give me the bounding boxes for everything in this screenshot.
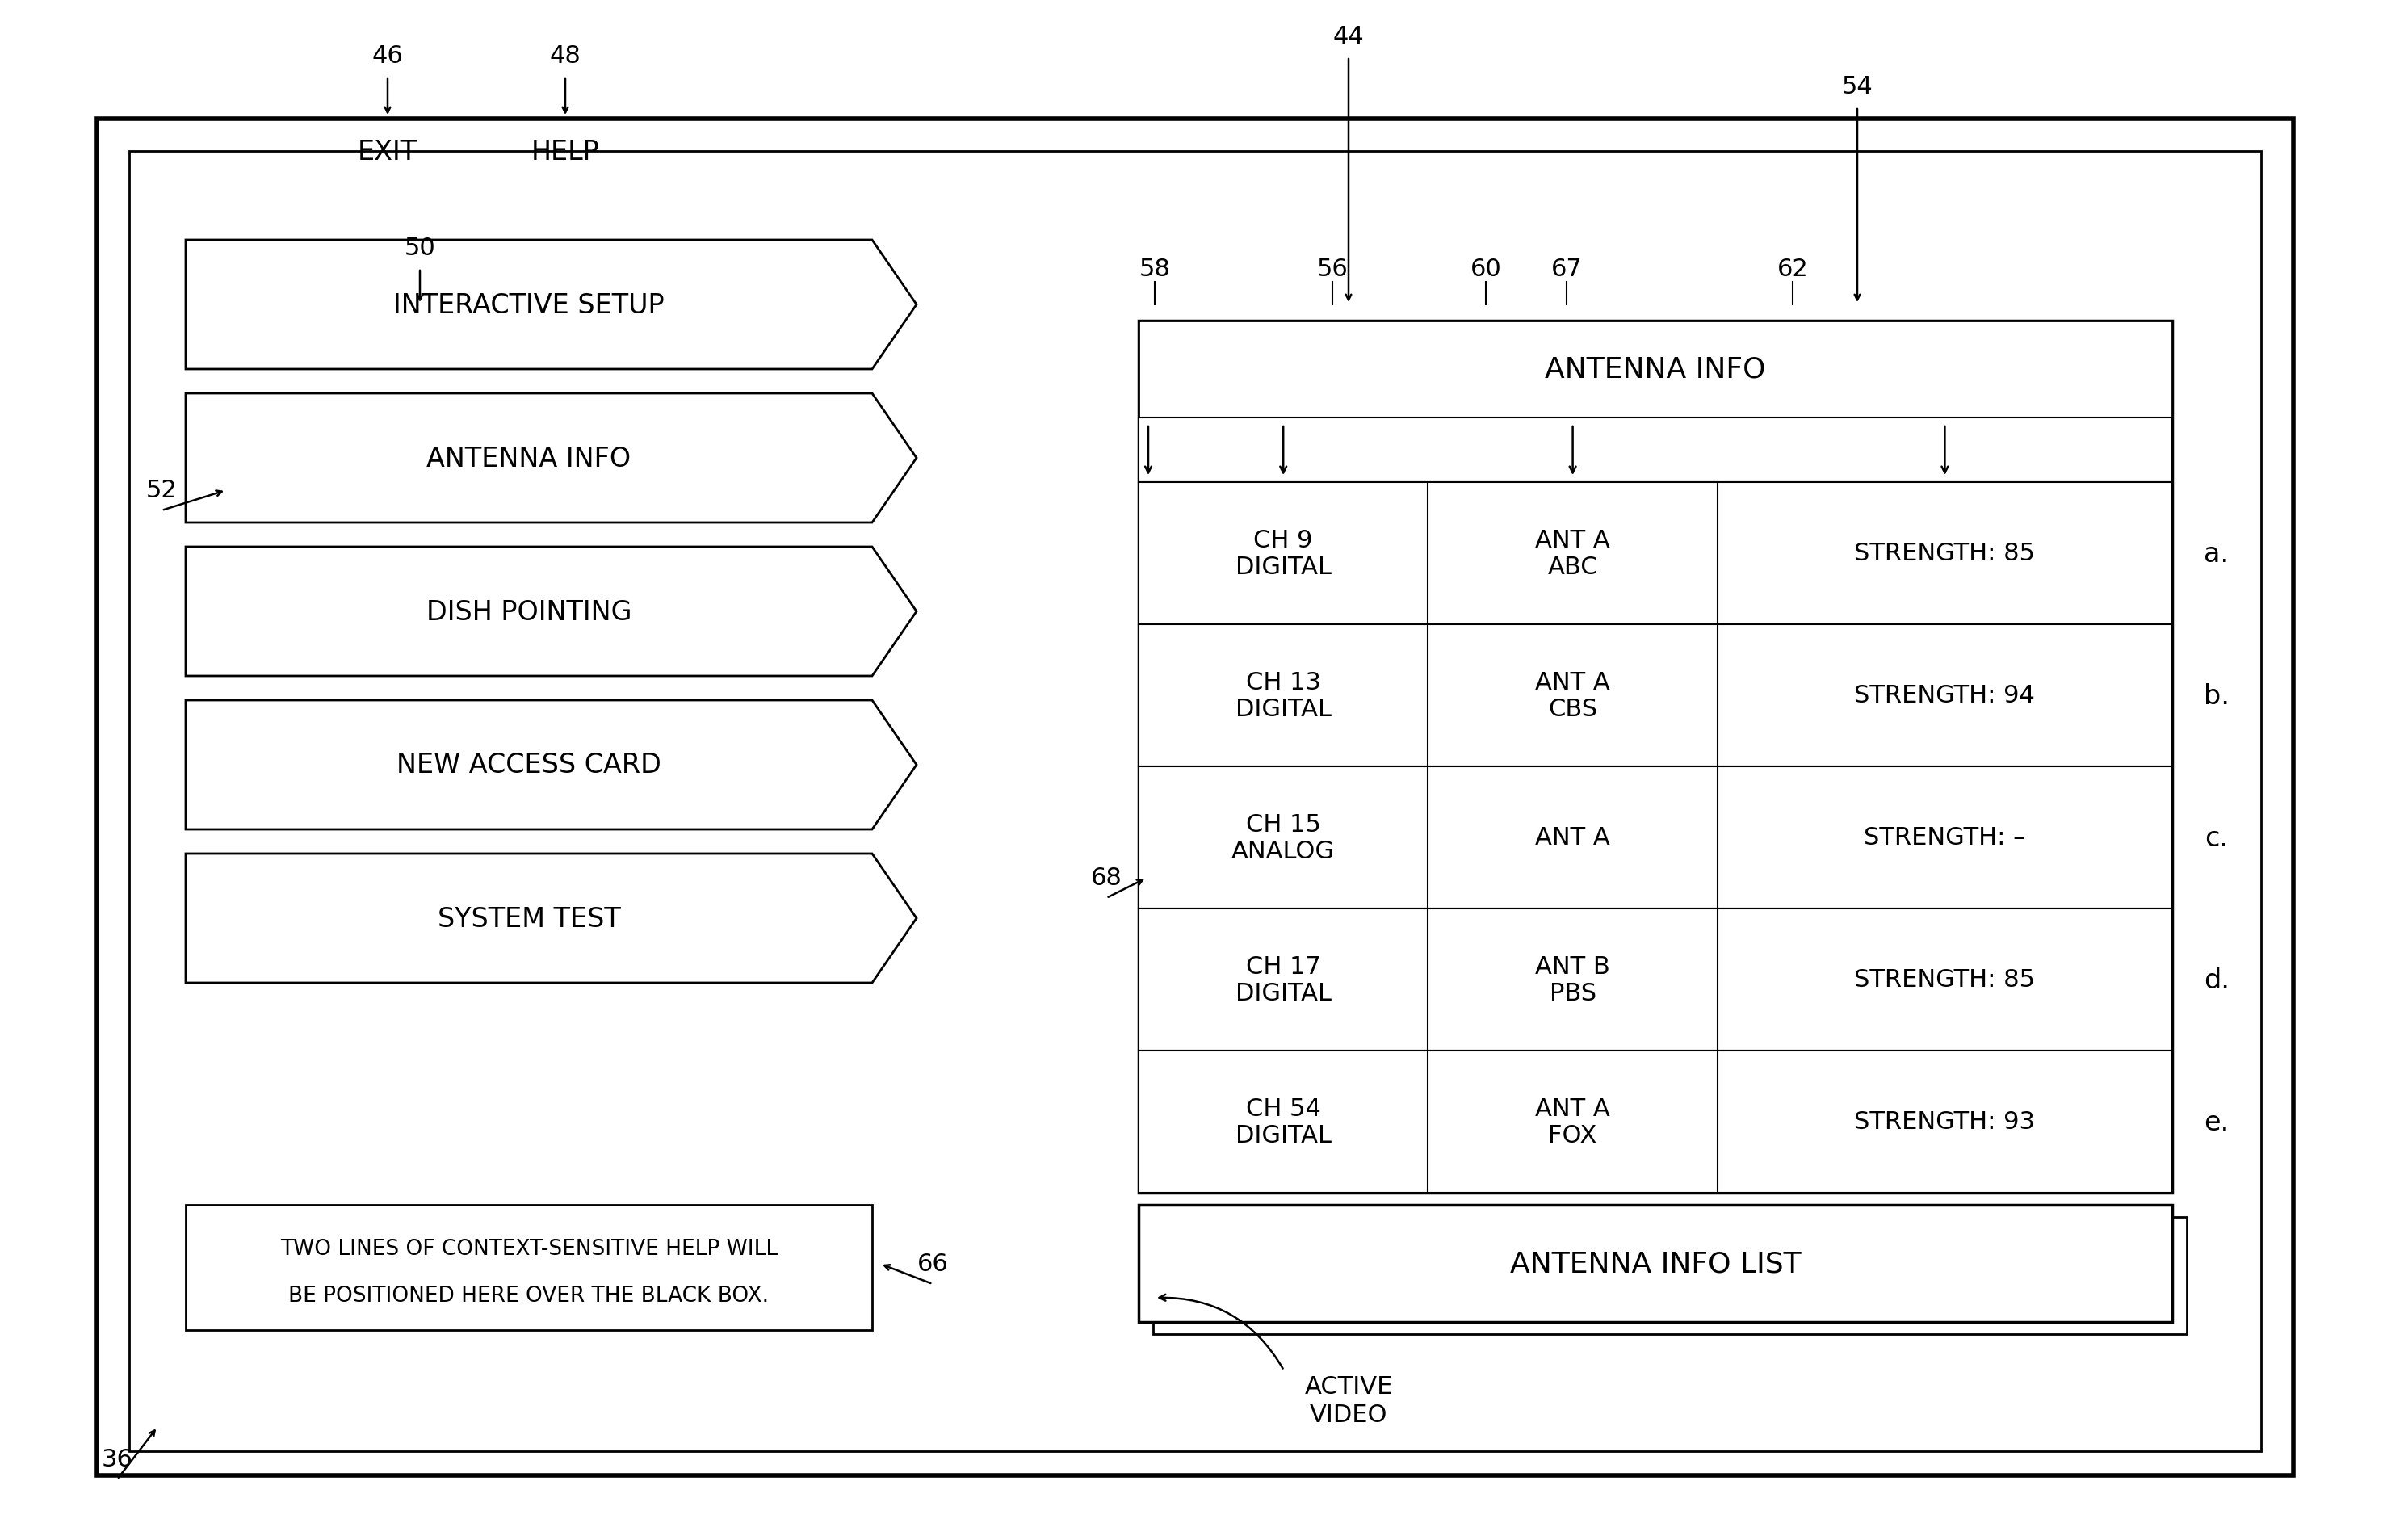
Text: 67: 67 xyxy=(1552,257,1583,280)
Text: ANT B
PBS: ANT B PBS xyxy=(1535,955,1611,1006)
Text: STRENGTH: 94: STRENGTH: 94 xyxy=(1855,684,2036,707)
Text: 56: 56 xyxy=(1318,257,1349,280)
Text: 46: 46 xyxy=(372,45,403,68)
Text: 44: 44 xyxy=(1332,26,1365,49)
Text: ANT A
CBS: ANT A CBS xyxy=(1535,670,1611,721)
Polygon shape xyxy=(186,701,917,830)
Bar xyxy=(1139,1204,2172,1321)
Bar xyxy=(129,152,2260,1451)
Text: STRENGTH: 85: STRENGTH: 85 xyxy=(1855,542,2036,565)
Text: EXIT: EXIT xyxy=(358,139,418,165)
Text: VIDEO: VIDEO xyxy=(1310,1403,1387,1426)
Text: STRENGTH: –: STRENGTH: – xyxy=(1864,825,2027,850)
Text: STRENGTH: 85: STRENGTH: 85 xyxy=(1855,969,2036,992)
Bar xyxy=(1139,482,2172,625)
Text: CH 9
DIGITAL: CH 9 DIGITAL xyxy=(1234,528,1332,579)
Text: 62: 62 xyxy=(1776,257,1809,280)
Bar xyxy=(1139,322,2172,417)
Text: ANT A
ABC: ANT A ABC xyxy=(1535,528,1611,579)
Text: 52: 52 xyxy=(146,479,177,502)
Text: 68: 68 xyxy=(1091,867,1122,890)
Text: CH 17
DIGITAL: CH 17 DIGITAL xyxy=(1234,955,1332,1006)
Text: b.: b. xyxy=(2203,682,2229,708)
Text: ANT A
FOX: ANT A FOX xyxy=(1535,1096,1611,1147)
Text: BE POSITIONED HERE OVER THE BLACK BOX.: BE POSITIONED HERE OVER THE BLACK BOX. xyxy=(289,1284,769,1306)
Text: 66: 66 xyxy=(917,1252,948,1275)
Polygon shape xyxy=(186,394,917,524)
Bar xyxy=(1139,767,2172,909)
Text: 60: 60 xyxy=(1470,257,1501,280)
Bar xyxy=(1139,417,2172,482)
Bar xyxy=(1153,1217,2186,1334)
Text: ANT A: ANT A xyxy=(1535,825,1611,850)
Polygon shape xyxy=(186,547,917,676)
Text: HELP: HELP xyxy=(530,139,599,165)
Text: ANTENNA INFO: ANTENNA INFO xyxy=(1544,356,1766,383)
Text: 54: 54 xyxy=(1843,75,1874,99)
Bar xyxy=(1139,625,2172,767)
Bar xyxy=(1139,909,2172,1050)
Text: 58: 58 xyxy=(1139,257,1170,280)
Text: d.: d. xyxy=(2203,967,2229,993)
Text: INTERACTIVE SETUP: INTERACTIVE SETUP xyxy=(394,291,664,319)
Bar xyxy=(1139,322,2172,1194)
Text: SYSTEM TEST: SYSTEM TEST xyxy=(437,906,621,932)
Bar xyxy=(98,120,2294,1475)
Bar xyxy=(186,1204,871,1331)
Text: e.: e. xyxy=(2203,1109,2229,1135)
Text: STRENGTH: 93: STRENGTH: 93 xyxy=(1855,1110,2036,1133)
Bar xyxy=(1139,1050,2172,1194)
Text: ANTENNA INFO: ANTENNA INFO xyxy=(427,445,630,471)
Text: c.: c. xyxy=(2206,824,2229,852)
Text: CH 15
ANALOG: CH 15 ANALOG xyxy=(1232,813,1334,862)
Text: 48: 48 xyxy=(549,45,580,68)
Text: NEW ACCESS CARD: NEW ACCESS CARD xyxy=(396,752,661,779)
Text: a.: a. xyxy=(2203,541,2229,567)
Text: 50: 50 xyxy=(403,237,434,260)
Text: ACTIVE: ACTIVE xyxy=(1303,1375,1392,1398)
Text: TWO LINES OF CONTEXT-SENSITIVE HELP WILL: TWO LINES OF CONTEXT-SENSITIVE HELP WILL xyxy=(279,1238,778,1260)
Text: 36: 36 xyxy=(100,1448,134,1471)
Polygon shape xyxy=(186,240,917,370)
Text: DISH POINTING: DISH POINTING xyxy=(427,599,633,625)
Polygon shape xyxy=(186,855,917,983)
Text: ANTENNA INFO LIST: ANTENNA INFO LIST xyxy=(1511,1250,1802,1277)
Text: CH 54
DIGITAL: CH 54 DIGITAL xyxy=(1234,1096,1332,1147)
Text: CH 13
DIGITAL: CH 13 DIGITAL xyxy=(1234,670,1332,721)
